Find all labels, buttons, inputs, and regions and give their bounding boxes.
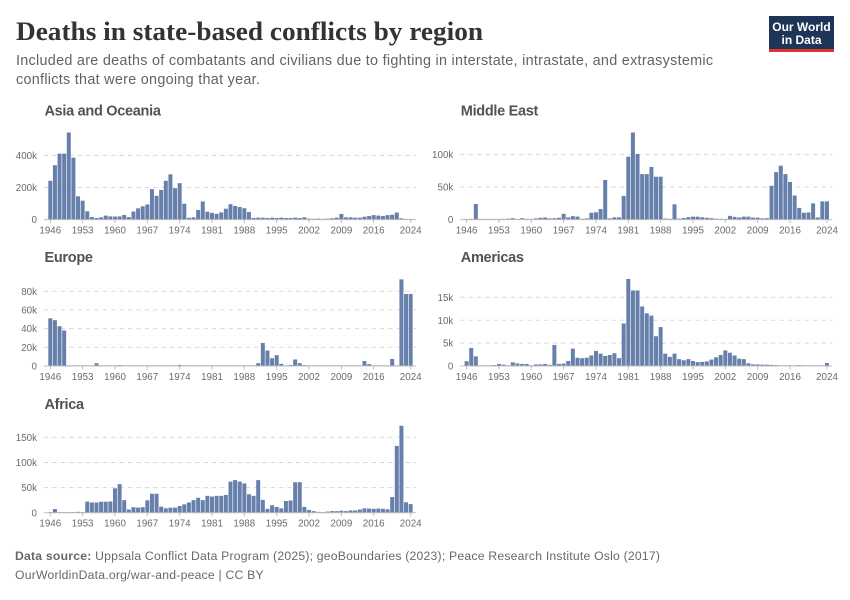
svg-text:1953: 1953 [72,372,94,383]
svg-text:2002: 2002 [714,225,736,236]
svg-text:1967: 1967 [553,225,575,236]
svg-text:1960: 1960 [520,225,542,236]
svg-text:0: 0 [32,215,38,226]
svg-text:1974: 1974 [585,225,607,236]
svg-text:1953: 1953 [72,519,94,530]
svg-text:Africa: Africa [45,397,86,413]
svg-text:1974: 1974 [169,225,191,236]
svg-text:1988: 1988 [233,372,255,383]
svg-text:50k: 50k [21,483,37,494]
svg-text:200k: 200k [16,183,37,194]
svg-text:80k: 80k [21,287,37,298]
svg-text:2024: 2024 [816,372,838,383]
svg-text:2016: 2016 [363,519,385,530]
svg-text:1995: 1995 [266,519,288,530]
svg-text:1974: 1974 [169,519,191,530]
svg-text:1953: 1953 [488,225,510,236]
svg-text:2009: 2009 [331,225,353,236]
svg-text:40k: 40k [21,324,37,335]
svg-text:2016: 2016 [779,372,801,383]
svg-text:1946: 1946 [39,225,61,236]
svg-text:1946: 1946 [39,372,61,383]
svg-text:2024: 2024 [400,519,422,530]
svg-text:1981: 1981 [201,372,223,383]
svg-text:Asia and Oceania: Asia and Oceania [45,104,162,120]
svg-text:2002: 2002 [298,519,320,530]
svg-text:60k: 60k [21,306,37,317]
svg-text:1995: 1995 [682,225,704,236]
svg-text:2016: 2016 [363,372,385,383]
svg-text:1981: 1981 [201,225,223,236]
svg-text:2009: 2009 [747,372,769,383]
svg-text:0: 0 [448,215,454,226]
svg-text:2016: 2016 [363,225,385,236]
svg-text:1960: 1960 [520,372,542,383]
svg-text:1988: 1988 [233,519,255,530]
svg-text:2024: 2024 [400,225,422,236]
svg-text:1995: 1995 [266,372,288,383]
svg-text:0: 0 [32,508,38,519]
svg-text:2016: 2016 [779,225,801,236]
svg-text:1981: 1981 [617,225,639,236]
svg-text:1974: 1974 [585,372,607,383]
svg-text:150k: 150k [16,433,37,444]
svg-text:1953: 1953 [488,372,510,383]
svg-text:1988: 1988 [650,372,672,383]
svg-text:2002: 2002 [298,225,320,236]
svg-text:1967: 1967 [136,225,158,236]
svg-text:10k: 10k [438,316,454,327]
svg-text:2009: 2009 [331,372,353,383]
svg-text:1946: 1946 [456,225,478,236]
svg-text:1946: 1946 [456,372,478,383]
svg-text:20k: 20k [21,343,37,354]
svg-text:Americas: Americas [461,250,524,266]
svg-text:1960: 1960 [104,225,126,236]
svg-text:0: 0 [32,362,38,373]
svg-text:1981: 1981 [201,519,223,530]
svg-text:0: 0 [448,362,454,373]
svg-text:1967: 1967 [136,519,158,530]
svg-text:1953: 1953 [72,225,94,236]
svg-text:50k: 50k [438,183,454,194]
svg-text:5k: 5k [443,339,453,350]
svg-text:1967: 1967 [553,372,575,383]
svg-text:1946: 1946 [39,519,61,530]
svg-text:1960: 1960 [104,372,126,383]
svg-text:100k: 100k [16,458,37,469]
svg-text:1988: 1988 [233,225,255,236]
svg-text:1995: 1995 [682,372,704,383]
svg-text:2002: 2002 [714,372,736,383]
svg-text:15k: 15k [438,293,454,304]
svg-text:Europe: Europe [45,250,93,266]
svg-text:400k: 400k [16,151,37,162]
svg-text:1988: 1988 [650,225,672,236]
svg-text:1981: 1981 [617,372,639,383]
svg-text:1974: 1974 [169,372,191,383]
svg-text:100k: 100k [432,150,453,161]
svg-text:Middle East: Middle East [461,104,539,120]
svg-text:1960: 1960 [104,519,126,530]
svg-text:2009: 2009 [747,225,769,236]
svg-text:2024: 2024 [816,225,838,236]
svg-text:2024: 2024 [400,372,422,383]
svg-text:2009: 2009 [331,519,353,530]
svg-text:1995: 1995 [266,225,288,236]
svg-text:2002: 2002 [298,372,320,383]
svg-text:1967: 1967 [136,372,158,383]
